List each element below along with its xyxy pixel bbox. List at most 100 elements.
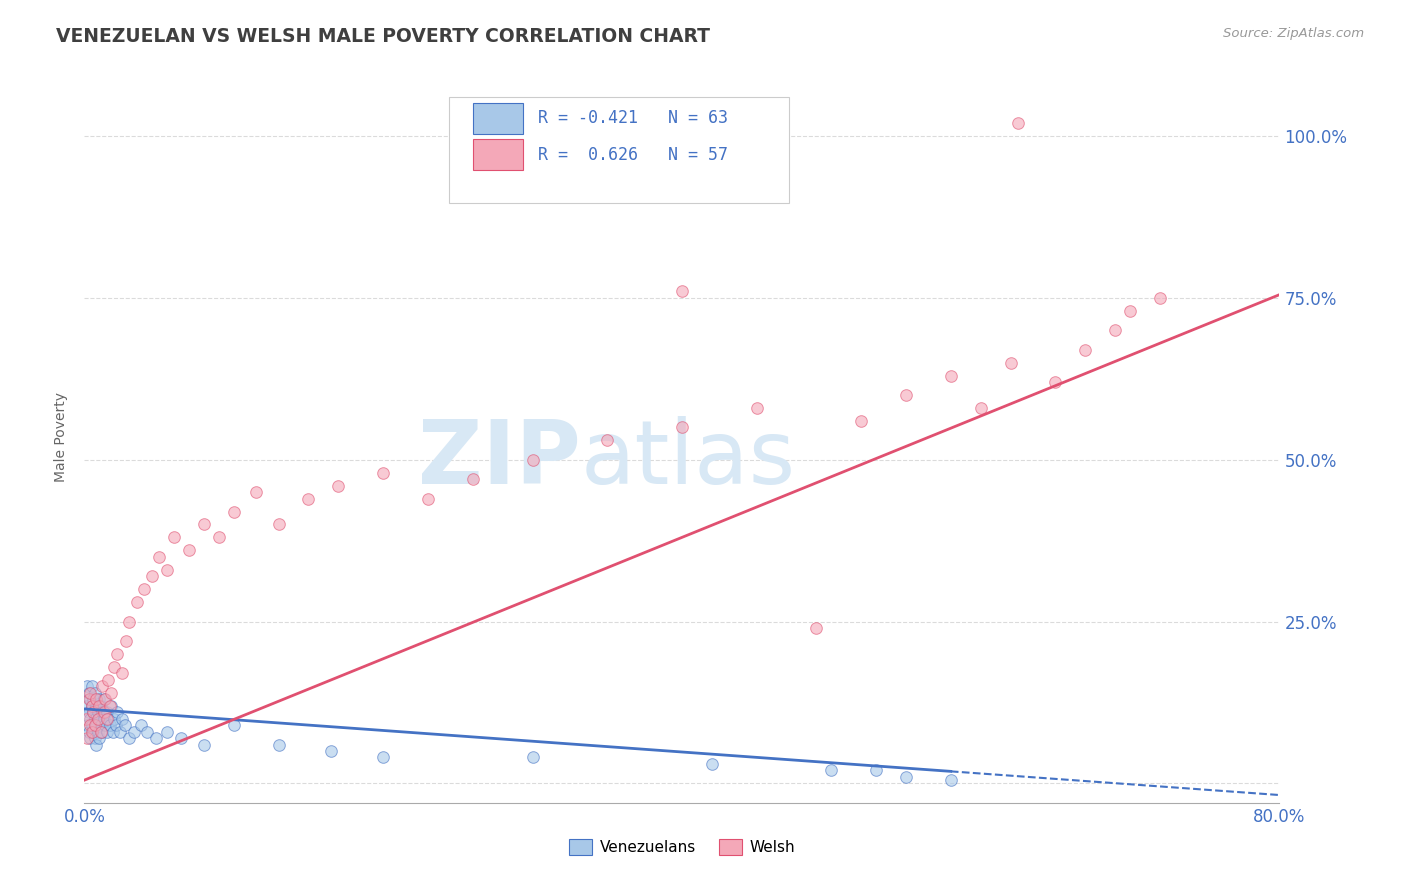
Point: [83, 712, 105, 726]
Point: [97, 673, 120, 687]
Point: [461, 472, 484, 486]
Point: [100, 698, 122, 713]
Point: [80, 724, 103, 739]
Point: [93, 692, 115, 706]
Point: [103, 660, 125, 674]
Point: [79, 731, 101, 745]
Text: ZIP: ZIP: [418, 416, 581, 502]
Point: [122, 724, 145, 739]
Point: [101, 724, 124, 739]
FancyBboxPatch shape: [472, 103, 523, 134]
Point: [77, 724, 100, 739]
Point: [820, 764, 842, 778]
Point: [89, 692, 111, 706]
Point: [75, 712, 97, 726]
Point: [86, 692, 108, 706]
Point: [96, 712, 118, 726]
Point: [89, 712, 111, 726]
Point: [94, 692, 117, 706]
Point: [319, 744, 342, 758]
Point: [82, 692, 104, 706]
Point: [90, 724, 112, 739]
Point: [80, 718, 103, 732]
Point: [136, 724, 159, 739]
Point: [86, 738, 108, 752]
Point: [77, 705, 100, 719]
Point: [155, 724, 177, 739]
FancyBboxPatch shape: [472, 139, 523, 170]
Text: atlas: atlas: [581, 416, 796, 502]
Text: VENEZUELAN VS WELSH MALE POVERTY CORRELATION CHART: VENEZUELAN VS WELSH MALE POVERTY CORRELA…: [56, 27, 710, 45]
Point: [82, 724, 104, 739]
Point: [103, 712, 125, 726]
Point: [222, 718, 245, 732]
Point: [89, 698, 111, 713]
Point: [90, 718, 112, 732]
Point: [170, 731, 193, 745]
Point: [371, 466, 394, 480]
Point: [86, 698, 108, 713]
Point: [96, 705, 118, 719]
Point: [114, 718, 136, 732]
Point: [125, 595, 148, 609]
Point: [132, 582, 156, 597]
Point: [671, 420, 693, 434]
Point: [129, 718, 152, 732]
Point: [1000, 356, 1022, 370]
Point: [865, 764, 887, 778]
Point: [79, 712, 101, 726]
Point: [80, 679, 103, 693]
Point: [118, 731, 141, 745]
Point: [1074, 343, 1097, 357]
Point: [75, 698, 97, 713]
Point: [745, 401, 768, 415]
Point: [267, 517, 290, 532]
Point: [79, 686, 101, 700]
Point: [141, 569, 163, 583]
Point: [98, 718, 121, 732]
Point: [1045, 375, 1067, 389]
Point: [806, 621, 828, 635]
Point: [111, 712, 134, 726]
Point: [596, 434, 619, 448]
Legend: Venezuelans, Welsh: Venezuelans, Welsh: [562, 833, 801, 861]
Point: [208, 530, 231, 544]
Point: [83, 718, 105, 732]
Point: [849, 414, 872, 428]
Point: [82, 705, 104, 719]
Point: [297, 491, 319, 506]
Point: [83, 686, 105, 700]
Point: [83, 731, 105, 745]
Point: [416, 491, 439, 506]
Point: [93, 705, 115, 719]
Point: [1149, 291, 1171, 305]
Point: [700, 756, 723, 771]
Point: [371, 750, 394, 764]
Point: [87, 705, 110, 719]
Point: [163, 530, 186, 544]
Point: [148, 549, 170, 564]
Point: [105, 705, 128, 719]
Point: [97, 712, 120, 726]
FancyBboxPatch shape: [449, 97, 790, 203]
Point: [80, 698, 103, 713]
Point: [894, 388, 917, 402]
Y-axis label: Male Poverty: Male Poverty: [55, 392, 69, 482]
Point: [145, 731, 167, 745]
Point: [104, 718, 127, 732]
Point: [1119, 303, 1142, 318]
Point: [118, 615, 141, 629]
Point: [970, 401, 993, 415]
Point: [328, 478, 350, 492]
Point: [939, 368, 962, 383]
Point: [671, 285, 693, 299]
Point: [267, 738, 290, 752]
Point: [76, 679, 98, 693]
Point: [222, 504, 245, 518]
Point: [76, 731, 98, 745]
Point: [245, 485, 267, 500]
Point: [522, 452, 544, 467]
Point: [77, 686, 100, 700]
Point: [77, 692, 100, 706]
Point: [87, 724, 110, 739]
